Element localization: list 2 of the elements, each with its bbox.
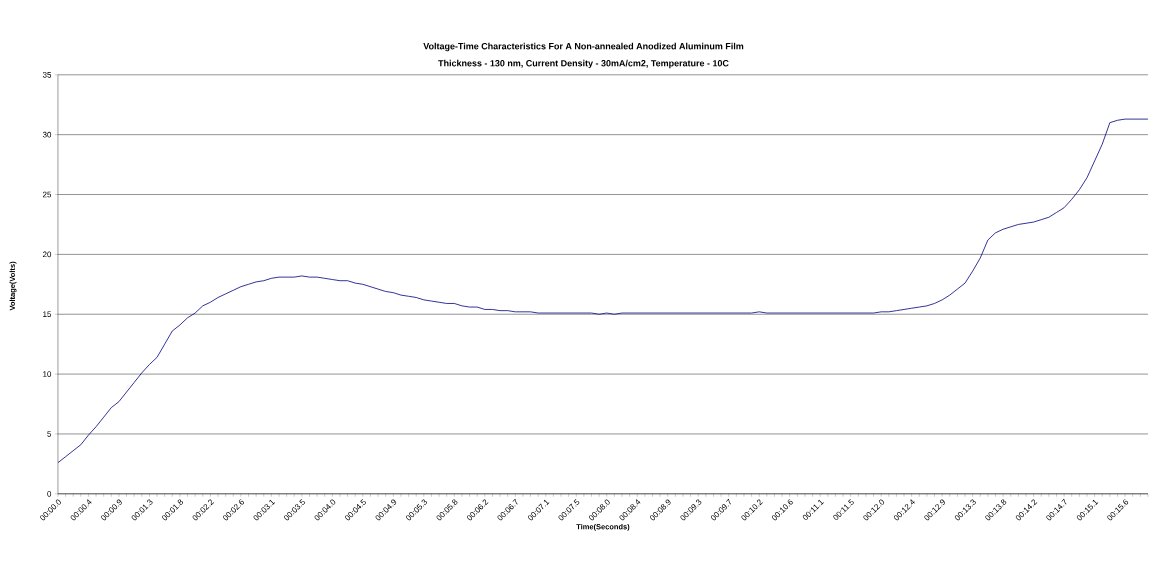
chart-title: Voltage-Time Characteristics For A Non-annealed Anodized Aluminum Film [423, 42, 744, 52]
chart-subtitle: Thickness - 130 nm, Current Density - 30mA/cm2, Temperature - 10C [438, 59, 729, 69]
